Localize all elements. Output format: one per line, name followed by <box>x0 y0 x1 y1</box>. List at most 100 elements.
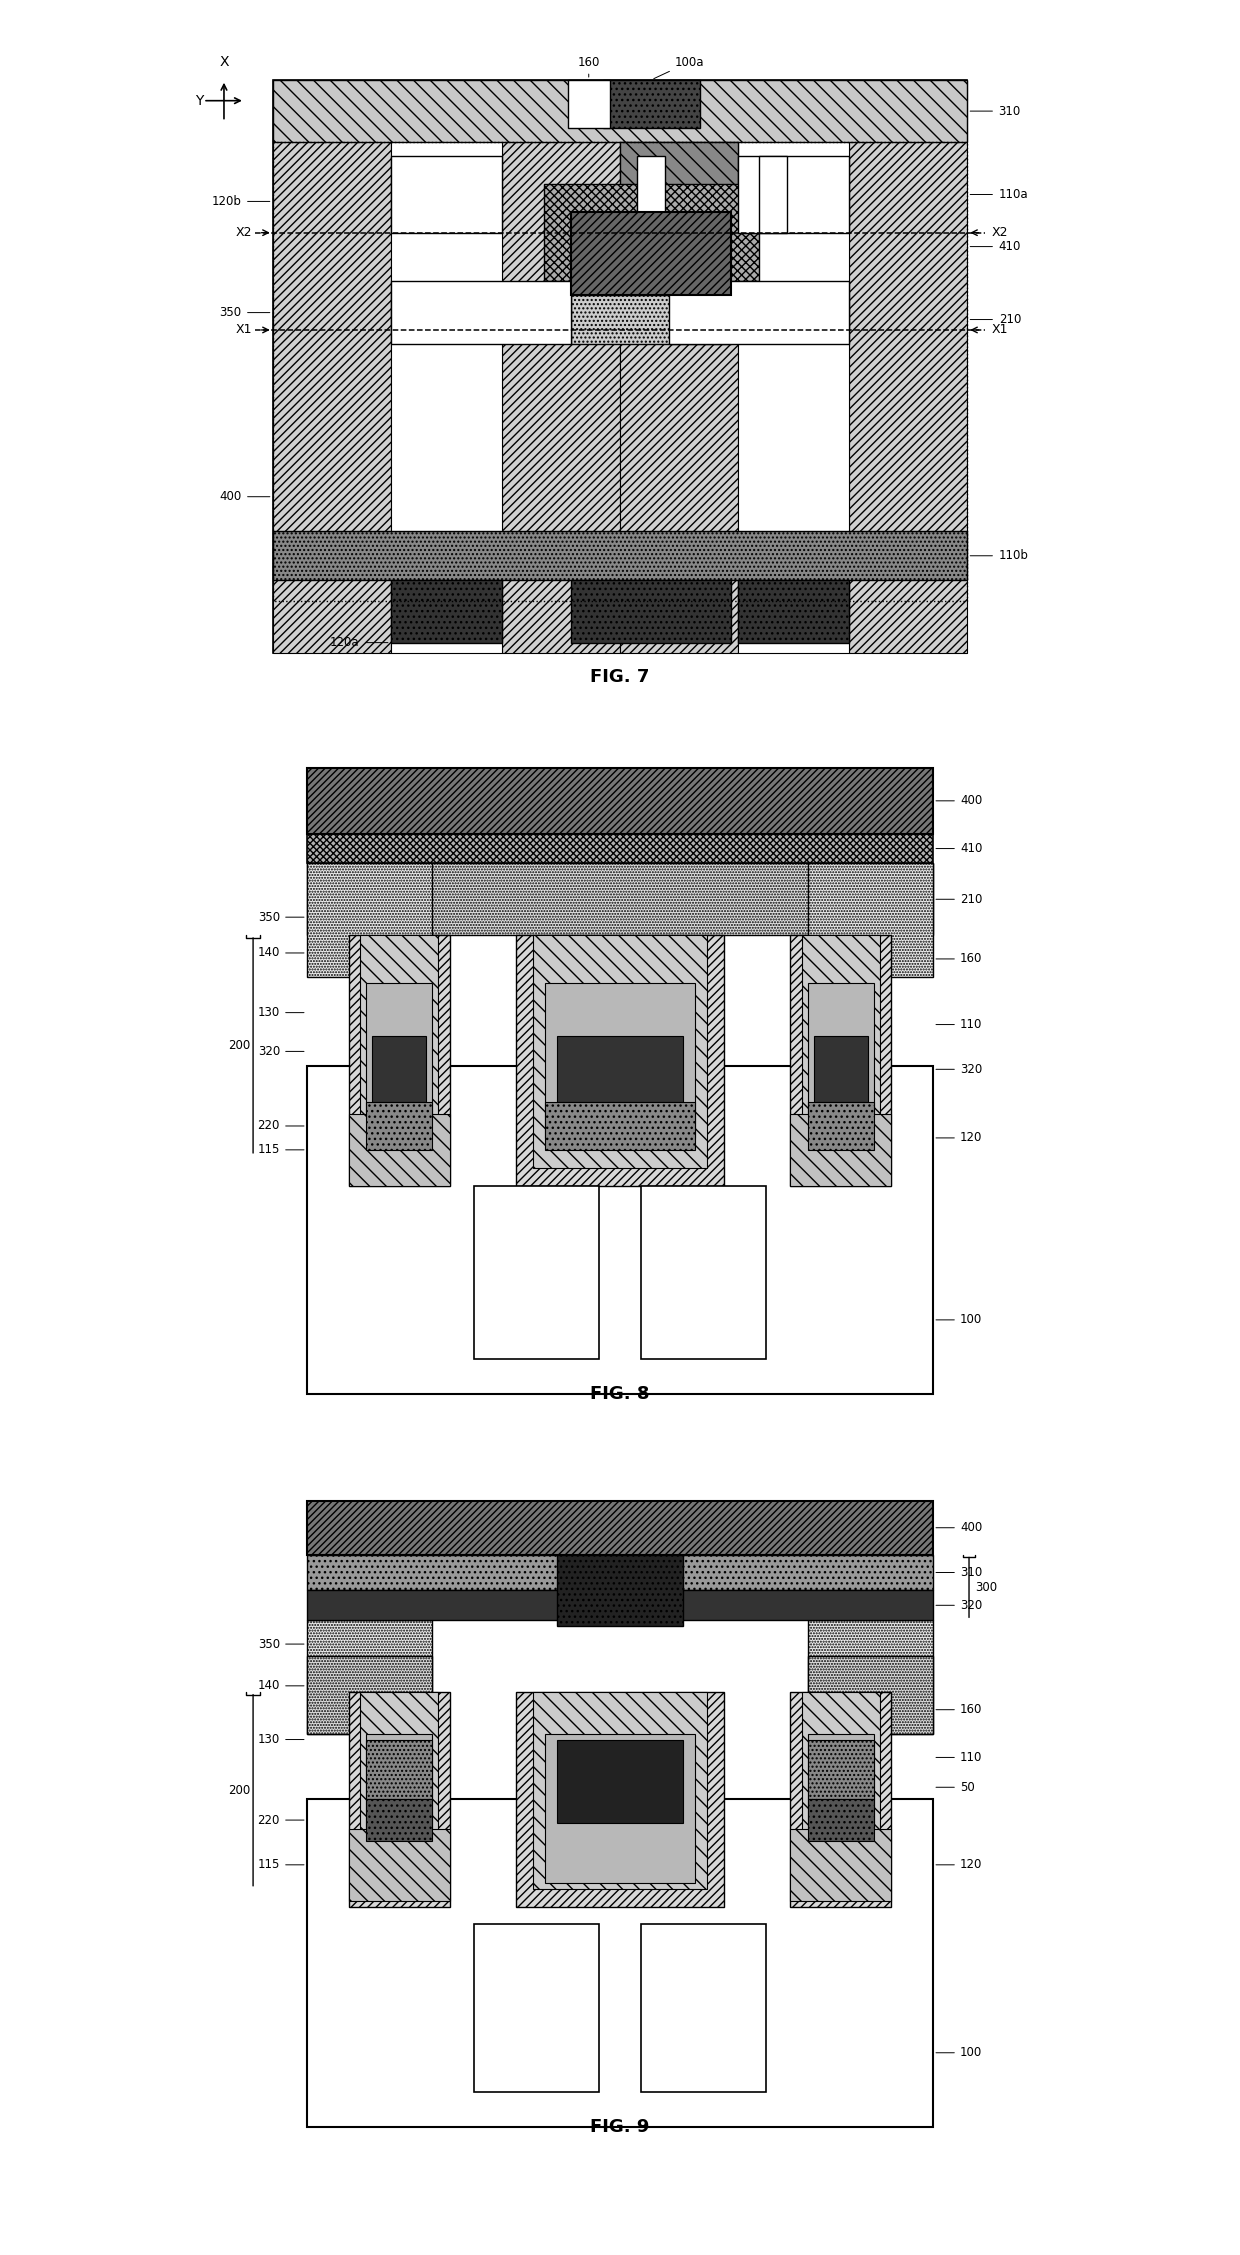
Bar <box>502 79 620 654</box>
Bar <box>306 769 934 834</box>
Bar <box>306 864 934 936</box>
Text: 115: 115 <box>258 1143 280 1157</box>
Text: 400: 400 <box>219 489 242 503</box>
Bar <box>474 1186 599 1360</box>
Bar <box>603 79 699 129</box>
Bar <box>404 169 489 219</box>
Bar <box>361 936 438 1168</box>
Text: 220: 220 <box>258 1118 280 1132</box>
Bar <box>306 1590 934 1619</box>
Text: 160: 160 <box>960 952 982 965</box>
Text: X2: X2 <box>992 226 1008 239</box>
Bar <box>273 532 967 580</box>
Text: 320: 320 <box>960 1599 982 1612</box>
Bar <box>306 1619 432 1734</box>
Text: 160: 160 <box>578 56 600 77</box>
Text: 120b: 120b <box>212 194 242 207</box>
Text: 120: 120 <box>960 1858 982 1872</box>
Bar <box>273 142 967 600</box>
Bar <box>533 936 707 1168</box>
Bar <box>738 156 849 232</box>
Bar <box>751 169 836 219</box>
Text: 350: 350 <box>258 1637 280 1651</box>
Bar <box>273 79 391 654</box>
Bar <box>790 936 892 1186</box>
Text: 310: 310 <box>960 1565 982 1578</box>
Bar <box>367 1734 432 1883</box>
Bar <box>572 580 732 643</box>
Bar <box>367 1103 432 1150</box>
Bar <box>808 1103 873 1150</box>
Bar <box>668 295 849 329</box>
Bar <box>391 156 502 232</box>
Bar <box>808 1655 934 1734</box>
Bar <box>808 1739 873 1799</box>
Bar <box>668 282 849 343</box>
Text: 350: 350 <box>219 307 242 320</box>
Bar <box>557 1739 683 1822</box>
Text: 50: 50 <box>960 1781 975 1793</box>
Text: 300: 300 <box>975 1581 997 1594</box>
Bar <box>306 1799 934 2126</box>
Text: 410: 410 <box>960 841 982 855</box>
Text: 160: 160 <box>960 1703 982 1716</box>
Text: 350: 350 <box>258 911 280 925</box>
Bar <box>546 983 694 1139</box>
Text: 400: 400 <box>960 794 982 807</box>
Text: 320: 320 <box>258 1044 280 1058</box>
Bar <box>641 1924 766 2093</box>
Bar <box>367 983 432 1139</box>
Bar <box>637 156 665 232</box>
Bar <box>620 142 738 246</box>
Bar <box>306 1655 432 1734</box>
Bar <box>306 1067 934 1394</box>
Bar <box>306 834 934 864</box>
Bar <box>516 936 724 1186</box>
Bar <box>546 1734 694 1883</box>
Bar <box>808 864 934 976</box>
Text: 110: 110 <box>960 1017 982 1031</box>
Text: 100: 100 <box>960 1312 982 1326</box>
Bar <box>391 282 572 343</box>
Bar <box>372 1037 427 1103</box>
Text: FIG. 7: FIG. 7 <box>590 667 650 686</box>
Bar <box>790 1829 892 1901</box>
Text: 410: 410 <box>998 239 1021 253</box>
Text: 400: 400 <box>960 1522 982 1533</box>
Text: 100a: 100a <box>653 56 704 79</box>
Text: X1: X1 <box>992 322 1008 336</box>
Bar <box>533 1691 707 1890</box>
Bar <box>361 1691 438 1890</box>
Bar <box>348 1829 450 1901</box>
Bar <box>808 1734 873 1883</box>
Bar <box>306 1502 934 1554</box>
Bar <box>546 1103 694 1150</box>
Bar <box>849 79 967 654</box>
Bar <box>572 295 732 343</box>
Bar <box>808 1619 934 1734</box>
Text: 115: 115 <box>258 1858 280 1872</box>
Bar <box>738 79 849 654</box>
Bar <box>738 580 849 643</box>
Text: 320: 320 <box>960 1062 982 1076</box>
Text: 210: 210 <box>960 893 982 907</box>
Text: 110b: 110b <box>998 550 1028 561</box>
Bar <box>808 1799 873 1840</box>
Text: 130: 130 <box>258 1006 280 1019</box>
Text: 120: 120 <box>960 1132 982 1146</box>
Text: 130: 130 <box>258 1734 280 1745</box>
Bar <box>802 936 879 1168</box>
Text: 310: 310 <box>998 104 1021 117</box>
Bar <box>808 983 873 1139</box>
Text: X: X <box>219 56 228 70</box>
Text: 140: 140 <box>258 1680 280 1691</box>
Text: X2: X2 <box>236 226 252 239</box>
Bar <box>802 1691 879 1890</box>
Bar <box>348 1114 450 1186</box>
Bar <box>557 1037 683 1103</box>
Bar <box>790 1114 892 1186</box>
Text: 110a: 110a <box>998 187 1028 201</box>
Text: FIG. 8: FIG. 8 <box>590 1385 650 1403</box>
Bar <box>568 79 610 129</box>
Bar <box>306 864 432 976</box>
